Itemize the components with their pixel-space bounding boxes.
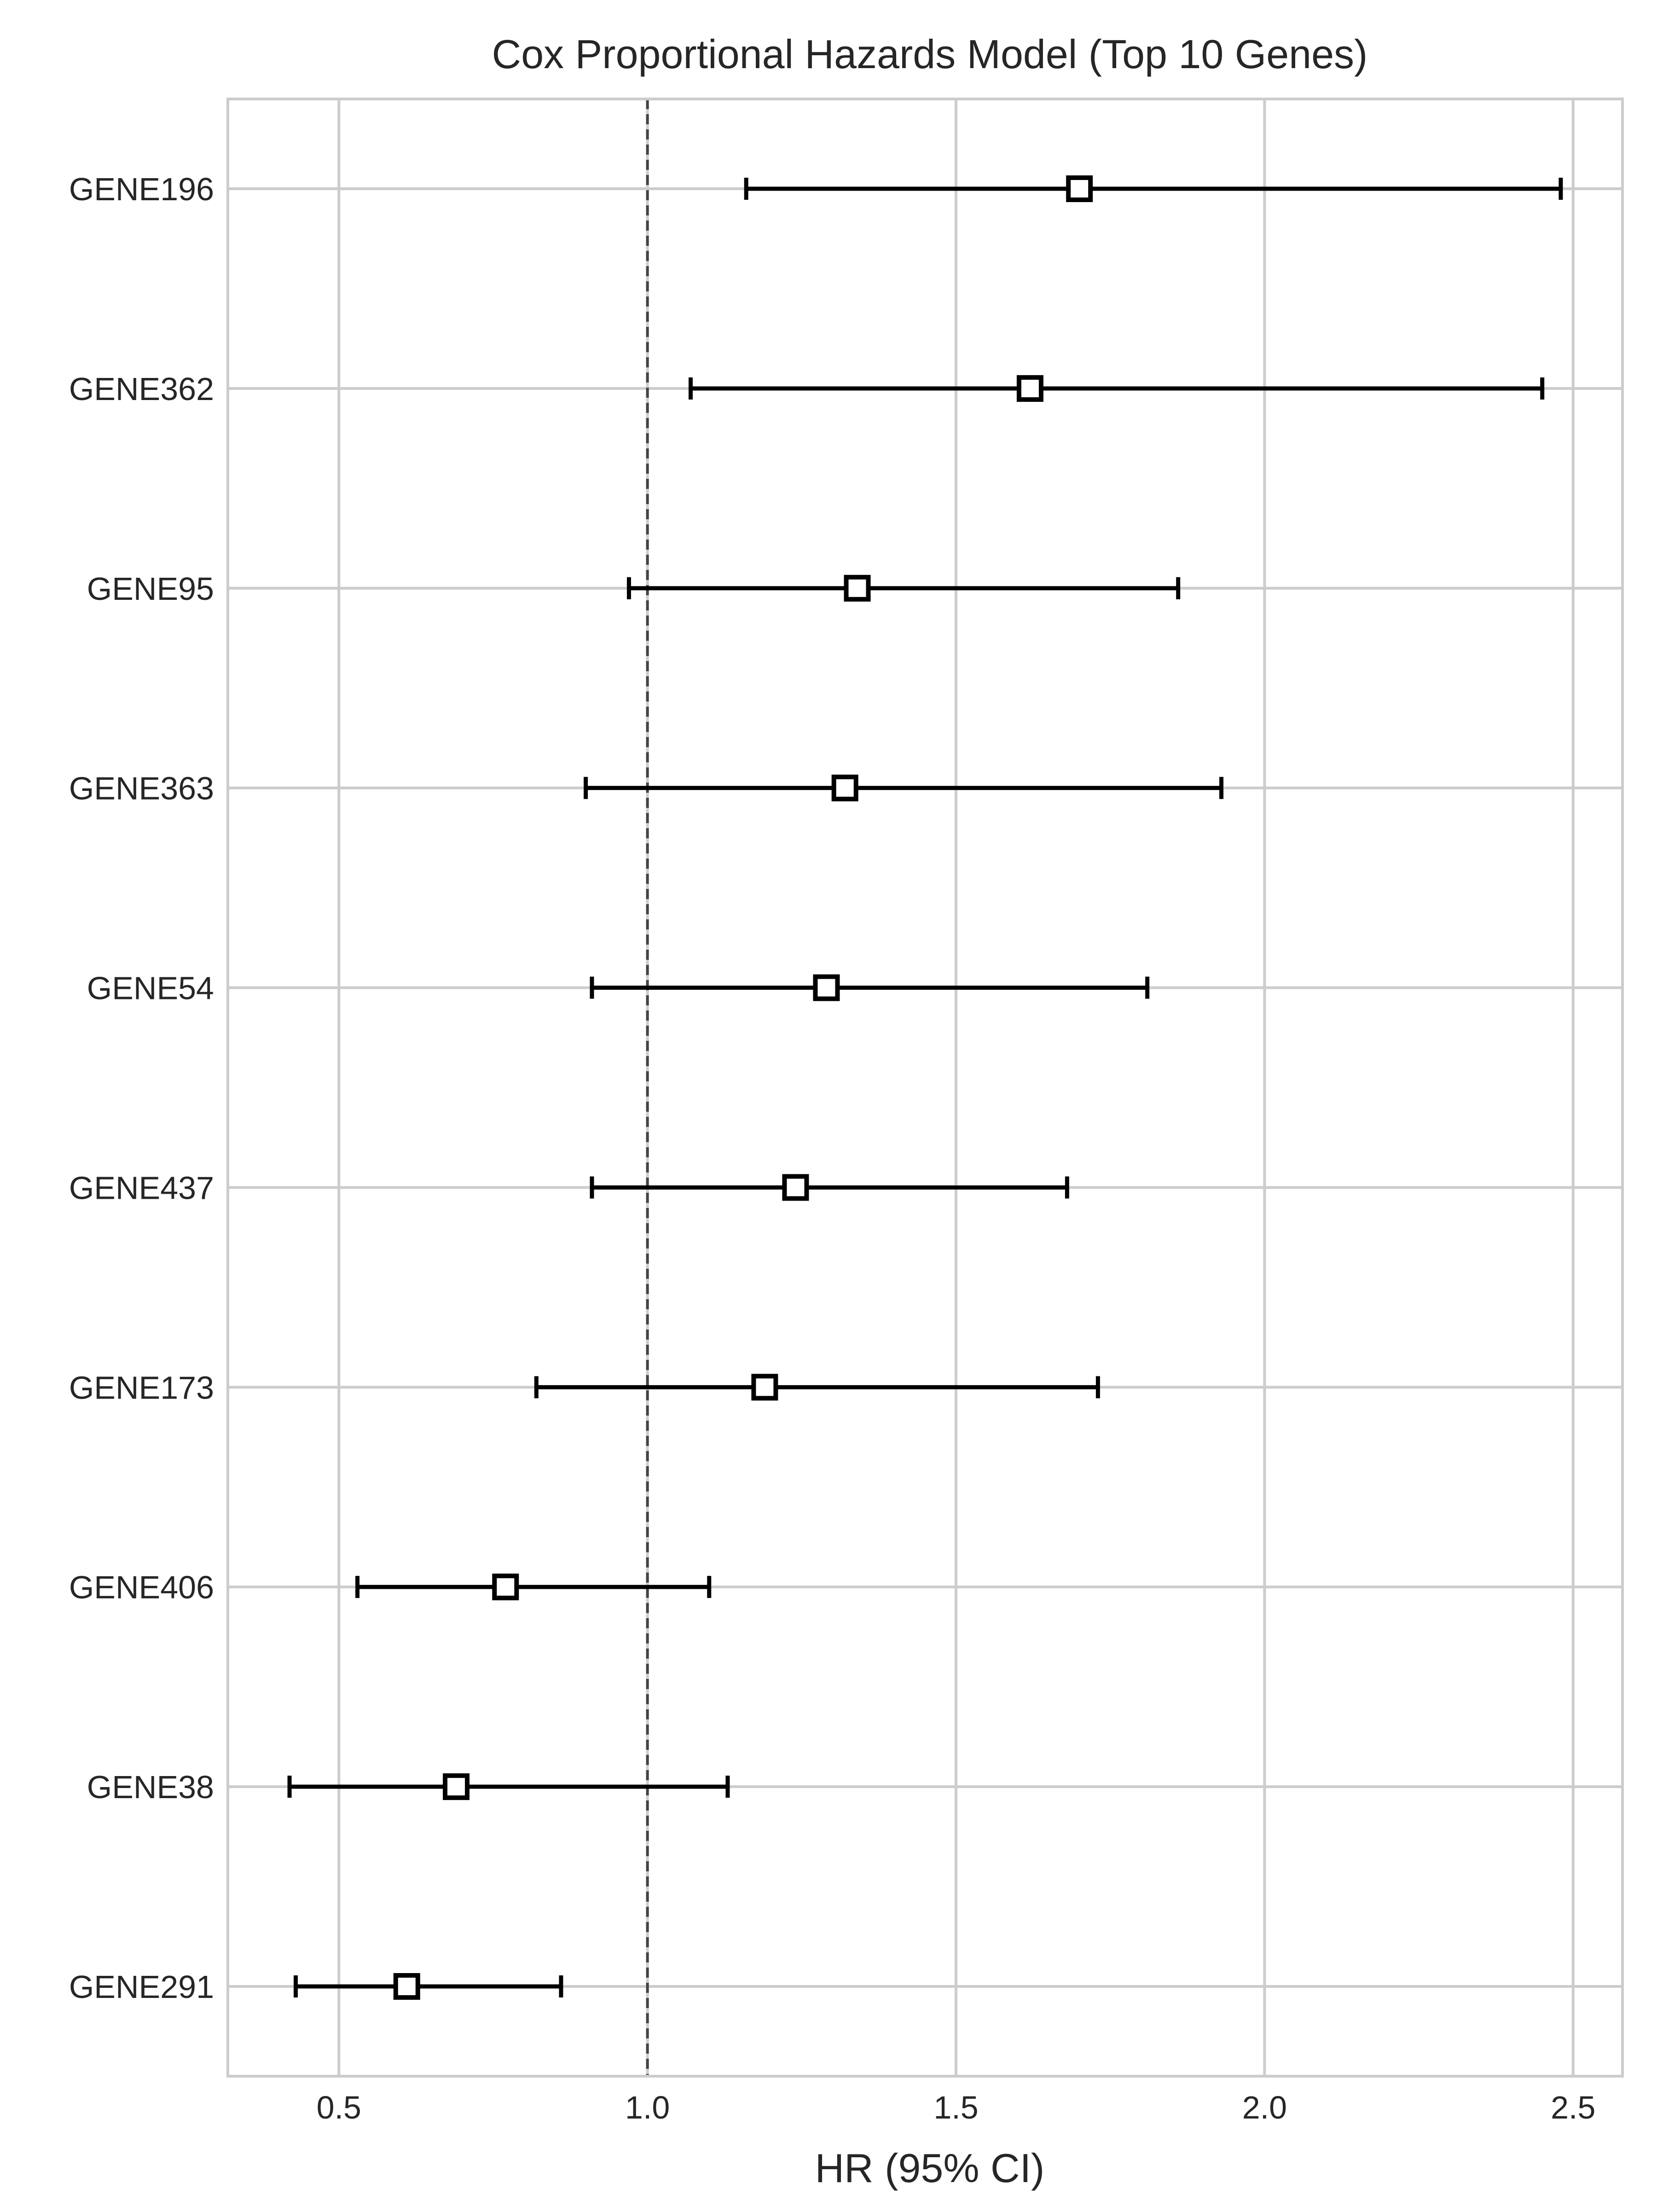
x-tick-label: 0.5	[317, 2090, 361, 2125]
y-tick-label: GENE363	[69, 771, 214, 807]
hr-point-marker	[751, 1374, 778, 1401]
y-tick-label: GENE437	[69, 1170, 214, 1206]
hr-point-marker	[393, 1973, 420, 2000]
y-tick-labels: GENE196 GENE362 GENE95 GENE363 GENE54 GENE437…	[69, 171, 214, 2005]
y-tick-label: GENE38	[87, 1769, 214, 1805]
y-tick-label: GENE54	[87, 970, 214, 1006]
plot-area-frame	[226, 98, 1624, 2078]
y-tick-label: GENE406	[69, 1569, 214, 1605]
y-tick-label: GENE95	[87, 571, 214, 607]
hr-point-marker	[1016, 375, 1043, 402]
y-tick-label: GENE362	[69, 371, 214, 407]
x-tick-label: 1.0	[625, 2090, 670, 2125]
y-tick-label: GENE173	[69, 1370, 214, 1405]
hr-point-marker	[782, 1174, 809, 1201]
x-axis-label: HR (95% CI)	[815, 2145, 1045, 2191]
hr-point-marker	[443, 1773, 470, 1800]
x-tick-label: 1.5	[933, 2090, 978, 2125]
hr-point-marker	[1066, 175, 1093, 202]
x-tick-label: 2.0	[1242, 2090, 1287, 2125]
hr-point-marker	[831, 774, 858, 801]
x-tick-label: 2.5	[1551, 2090, 1595, 2125]
hr-point-marker	[813, 974, 840, 1001]
hr-point-marker	[492, 1573, 519, 1601]
chart-title: Cox Proportional Hazards Model (Top 10 G…	[492, 31, 1368, 77]
data-marks	[287, 175, 1563, 2000]
y-tick-label: GENE291	[69, 1969, 214, 2005]
x-tick-labels: 0.5 1.0 1.5 2.0 2.5	[317, 2090, 1596, 2125]
y-tick-label: GENE196	[69, 171, 214, 207]
hr-point-marker	[844, 575, 871, 602]
